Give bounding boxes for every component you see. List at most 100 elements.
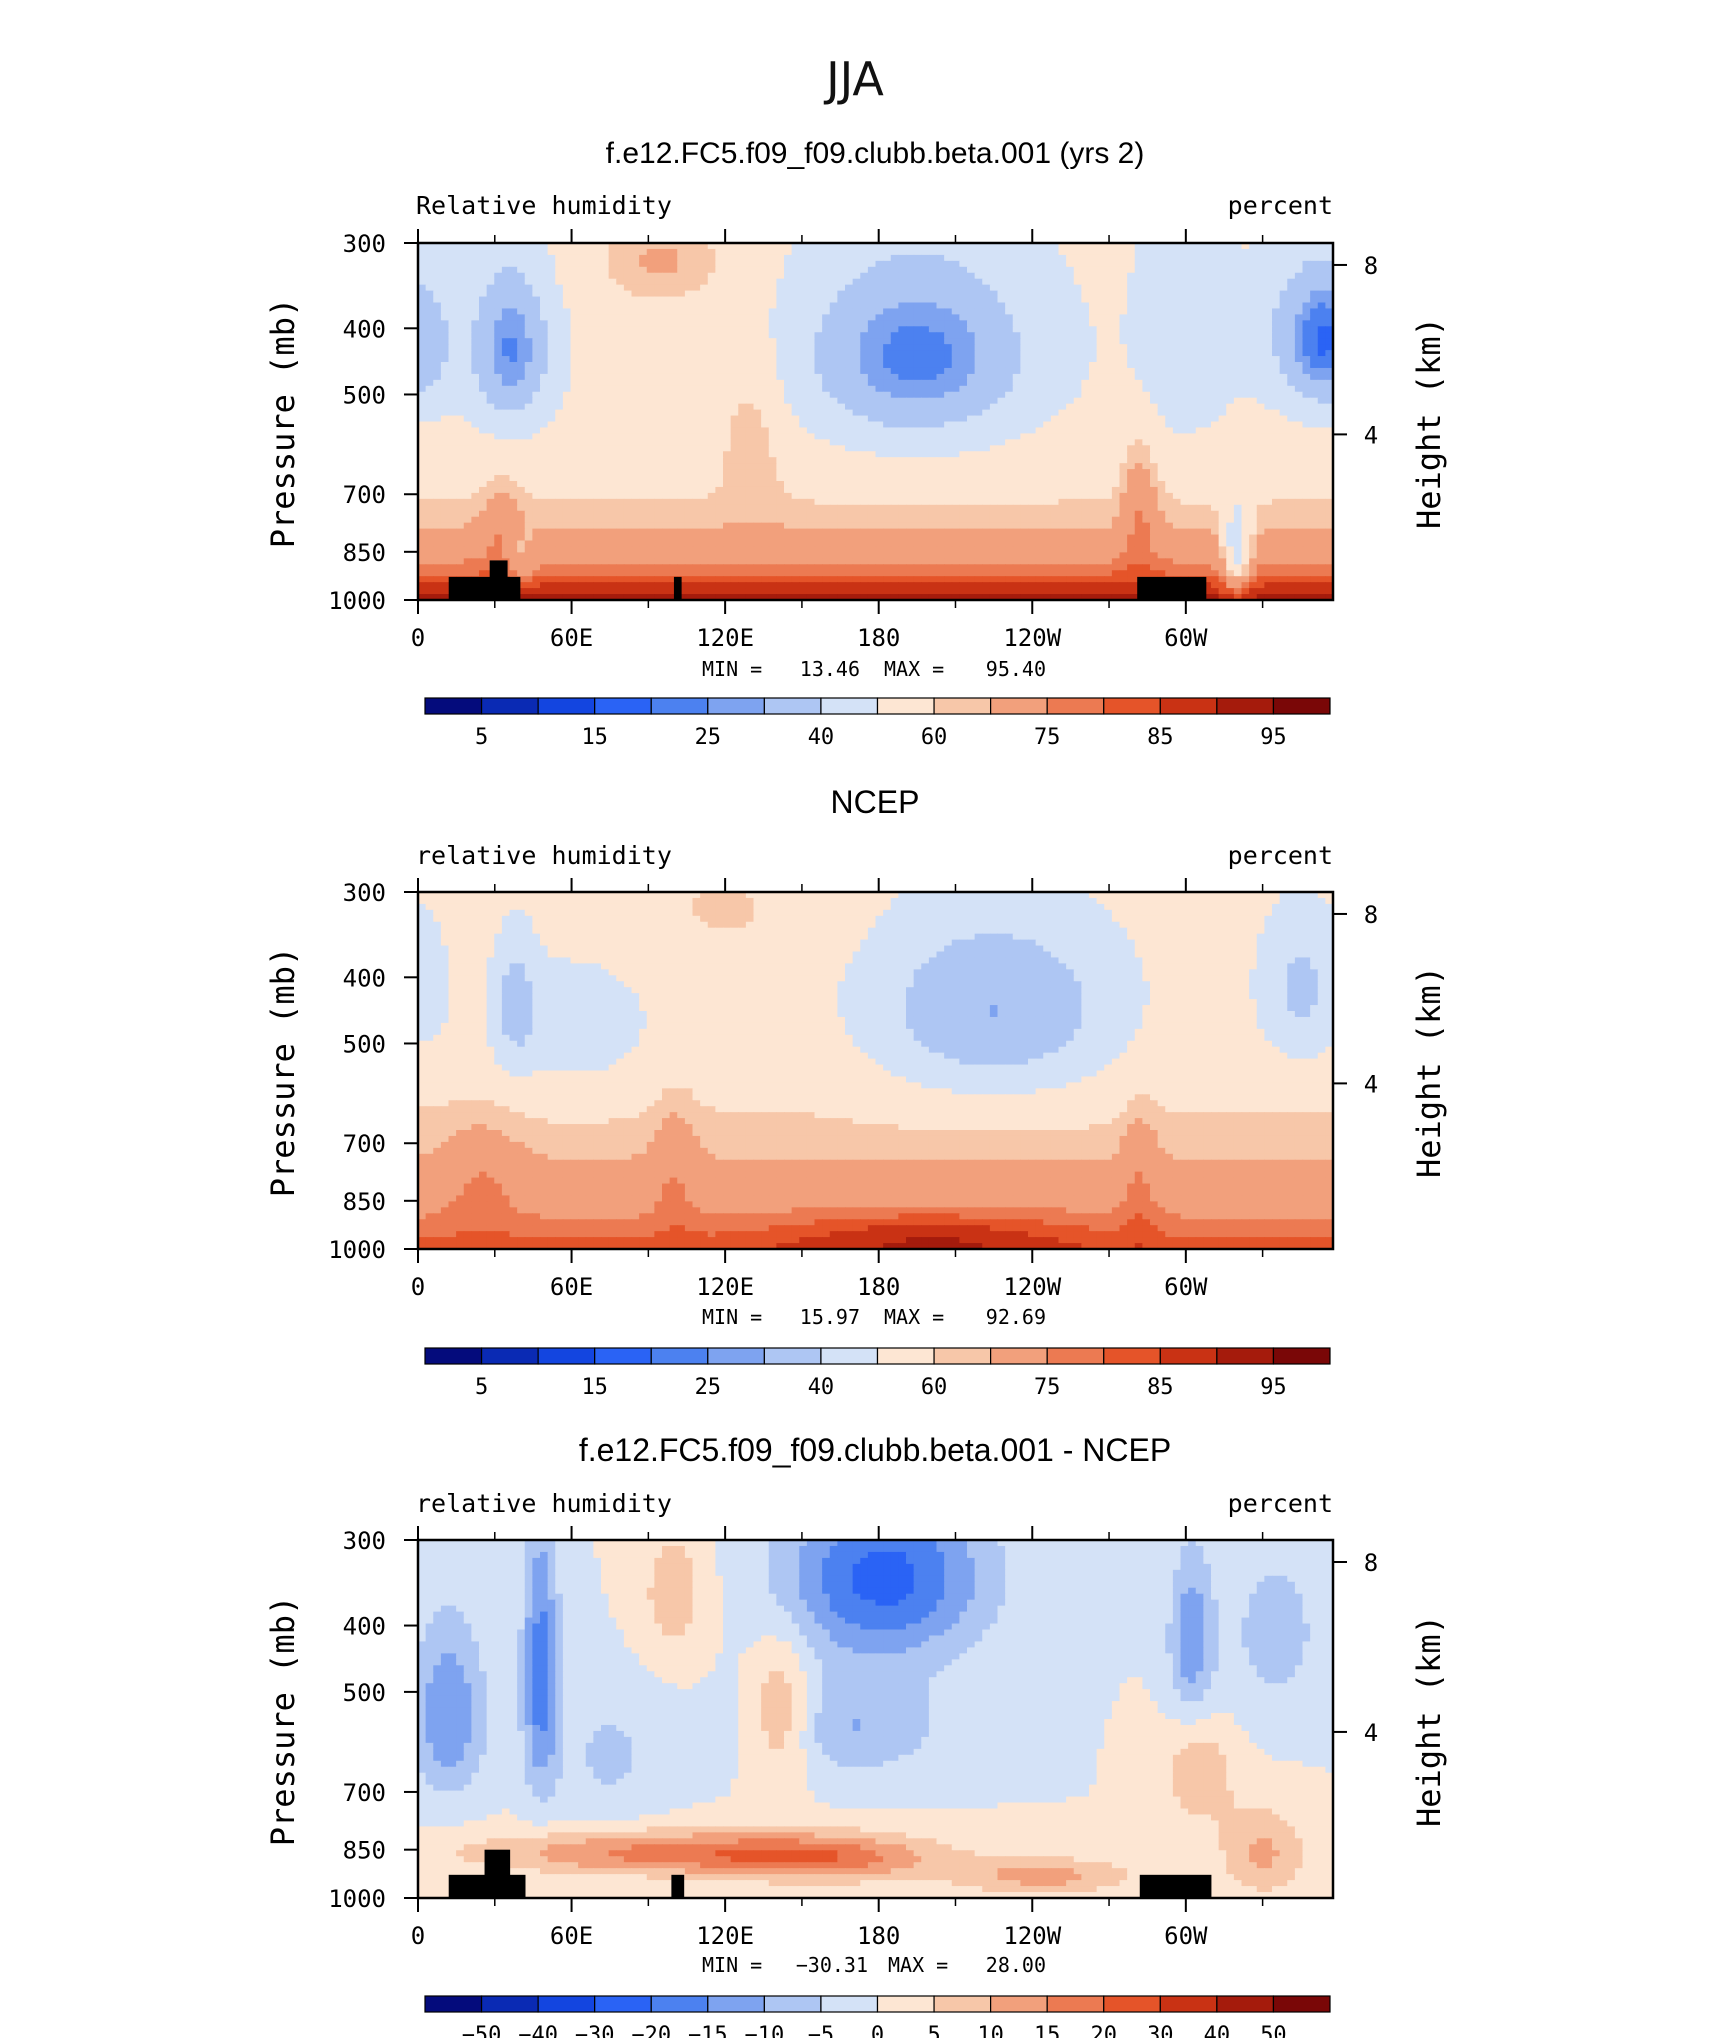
field-cell: [449, 386, 457, 393]
field-cell: [845, 255, 853, 262]
field-cell: [1173, 374, 1181, 381]
field-cell: [654, 374, 662, 381]
field-cell: [441, 386, 449, 393]
field-cell: [586, 255, 594, 262]
field-cell: [921, 273, 929, 280]
field-cell: [586, 326, 594, 333]
field-cell: [1165, 380, 1173, 387]
field-cell: [723, 344, 731, 351]
field-cell: [532, 249, 540, 256]
field-cell: [845, 356, 853, 363]
field-cell: [769, 422, 777, 429]
field-cell: [1051, 398, 1059, 405]
field-cell: [563, 255, 571, 262]
field-cell: [1150, 273, 1158, 280]
field-cell: [1295, 404, 1303, 411]
field-cell: [715, 368, 723, 375]
field-cell: [853, 410, 861, 417]
field-cell: [433, 332, 441, 339]
field-cell: [1303, 297, 1311, 304]
field-cell: [433, 320, 441, 327]
field-cell: [700, 404, 708, 411]
field-cell: [1165, 279, 1173, 286]
field-cell: [776, 249, 784, 256]
field-cell: [632, 338, 640, 345]
field-cell: [845, 320, 853, 327]
field-cell: [1020, 410, 1028, 417]
field-cell: [662, 362, 670, 369]
field-cell: [776, 303, 784, 310]
field-cell: [609, 303, 617, 310]
field-cell: [799, 303, 807, 310]
field-cell: [616, 326, 624, 333]
field-cell: [837, 332, 845, 339]
field-cell: [510, 374, 518, 381]
field-cell: [670, 422, 678, 429]
field-cell: [677, 273, 685, 280]
field-cell: [1165, 416, 1173, 423]
field-cell: [906, 279, 914, 286]
field-cell: [487, 326, 495, 333]
field-cell: [982, 368, 990, 375]
field-cell: [1127, 404, 1135, 411]
field-cell: [555, 255, 563, 262]
field-cell: [471, 332, 479, 339]
field-cell: [1234, 356, 1242, 363]
field-cell: [921, 314, 929, 321]
field-cell: [1272, 416, 1280, 423]
field-cell: [1295, 410, 1303, 417]
field-cell: [914, 303, 922, 310]
field-cell: [914, 422, 922, 429]
field-cell: [609, 416, 617, 423]
field-cell: [1303, 410, 1311, 417]
field-cell: [990, 374, 998, 381]
field-cell: [1226, 303, 1234, 310]
field-cell: [815, 398, 823, 405]
field-cell: [1181, 326, 1189, 333]
field-cell: [1066, 297, 1074, 304]
field-cell: [1135, 350, 1143, 357]
field-cell: [647, 338, 655, 345]
field-cell: [998, 410, 1006, 417]
field-cell: [693, 249, 701, 256]
field-cell: [1150, 422, 1158, 429]
field-cell: [1318, 314, 1326, 321]
field-cell: [1036, 374, 1044, 381]
field-cell: [1188, 386, 1196, 393]
field-cell: [929, 404, 937, 411]
field-cell: [1211, 273, 1219, 280]
field-cell: [700, 314, 708, 321]
field-cell: [441, 392, 449, 399]
field-cell: [700, 261, 708, 268]
field-cell: [1234, 368, 1242, 375]
field-cell: [517, 386, 525, 393]
field-cell: [807, 279, 815, 286]
field-cell: [517, 261, 525, 268]
field-cell: [1120, 344, 1128, 351]
field-cell: [479, 392, 487, 399]
field-cell: [525, 416, 533, 423]
field-cell: [700, 297, 708, 304]
field-cell: [1226, 255, 1234, 262]
field-cell: [1089, 297, 1097, 304]
field-cell: [921, 326, 929, 333]
field-cell: [571, 427, 579, 434]
field-cell: [464, 273, 472, 280]
field-cell: [670, 249, 678, 256]
field-cell: [982, 273, 990, 280]
field-cell: [1135, 338, 1143, 345]
field-cell: [654, 368, 662, 375]
field-cell: [494, 308, 502, 315]
field-cell: [708, 249, 716, 256]
field-cell: [1028, 386, 1036, 393]
field-cell: [563, 285, 571, 292]
field-cell: [906, 297, 914, 304]
field-cell: [815, 308, 823, 315]
field-cell: [1066, 404, 1074, 411]
field-cell: [1066, 320, 1074, 327]
field-cell: [1043, 267, 1051, 274]
field-cell: [860, 362, 868, 369]
field-cell: [784, 332, 792, 339]
field-cell: [1242, 273, 1250, 280]
field-cell: [609, 362, 617, 369]
